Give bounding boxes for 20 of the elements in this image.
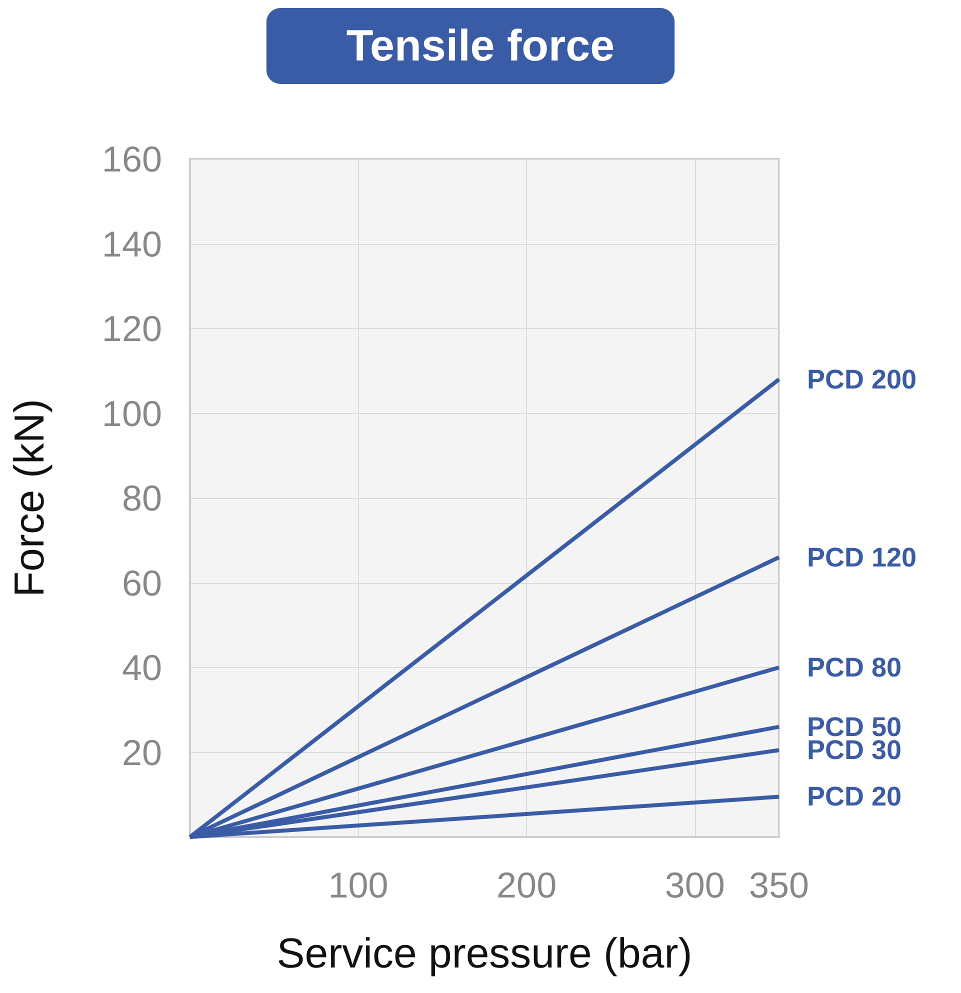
series-label: PCD 200	[807, 364, 917, 394]
y-tick-label: 120	[102, 308, 162, 349]
x-tick-label: 100	[328, 864, 388, 906]
series-label: PCD 30	[807, 735, 902, 766]
y-tick-label: 20	[122, 732, 162, 773]
x-tick-label: 350	[748, 864, 810, 906]
y-tick-label: 100	[102, 392, 162, 434]
chart-title: Tensile force	[346, 22, 615, 70]
y-tick-label: 40	[122, 647, 162, 688]
x-tick-label: 200	[496, 864, 557, 906]
y-tick-label: 80	[122, 478, 162, 518]
y-axis-title: Force (kN)	[6, 398, 52, 598]
y-tick-label: 140	[102, 223, 162, 264]
x-axis-title: Service pressure (bar)	[276, 930, 692, 976]
x-tick-label: 300	[664, 864, 725, 906]
series-label: PCD 120	[807, 542, 917, 572]
series-label: PCD 20	[807, 782, 902, 812]
y-tick-label: 160	[102, 138, 162, 180]
y-tick-label: 60	[122, 562, 162, 604]
series-label: PCD 80	[807, 652, 902, 682]
